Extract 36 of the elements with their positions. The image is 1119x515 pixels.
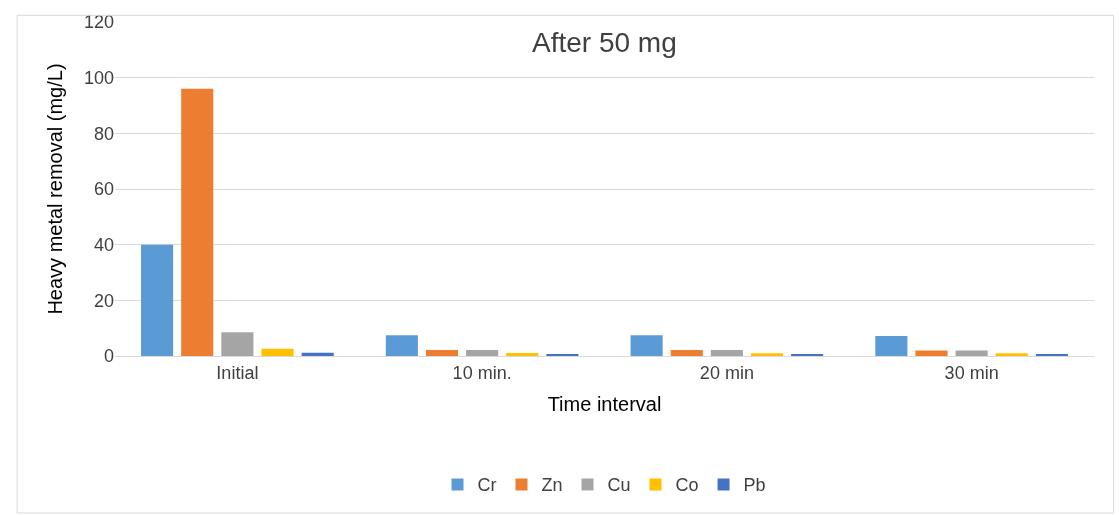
bar: [221, 332, 254, 356]
bar: [425, 349, 459, 356]
legend-label: Cu: [607, 475, 631, 496]
bar: [750, 353, 784, 356]
x-tick-label: 10 min.: [452, 362, 512, 383]
x-tick-label: Initial: [216, 362, 259, 383]
y-axis-title: Heavy metal removal (mg/L): [44, 63, 67, 315]
y-tick-label: 40: [93, 234, 114, 255]
y-tick-label: 100: [83, 67, 114, 88]
y-tick-label: 20: [93, 290, 114, 311]
bar: [141, 244, 174, 356]
x-tick-label: 30 min: [944, 362, 999, 383]
y-tick-label: 80: [93, 123, 114, 144]
y-tick-label: 0: [103, 346, 114, 367]
bar: [995, 353, 1028, 356]
bar: [506, 352, 539, 356]
y-tick-label: 60: [93, 179, 114, 200]
bar: [385, 335, 418, 356]
bar: [875, 335, 908, 356]
bar: [301, 352, 334, 356]
legend-label: Cr: [477, 475, 497, 496]
bar: [955, 350, 988, 356]
x-axis-title: Time interval: [547, 393, 662, 416]
bar: [466, 349, 499, 356]
y-tick-label: 120: [83, 12, 114, 33]
legend-label: Co: [675, 475, 699, 496]
chart-title: After 50 mg: [532, 27, 677, 58]
bar: [630, 335, 663, 356]
bar: [710, 349, 743, 356]
bar: [670, 349, 703, 356]
bar: [915, 350, 948, 356]
bar: [261, 348, 294, 356]
legend-label: Pb: [743, 475, 766, 496]
legend-label: Zn: [541, 475, 563, 496]
x-tick-label: 20 min: [699, 362, 754, 383]
bar: [181, 88, 214, 356]
